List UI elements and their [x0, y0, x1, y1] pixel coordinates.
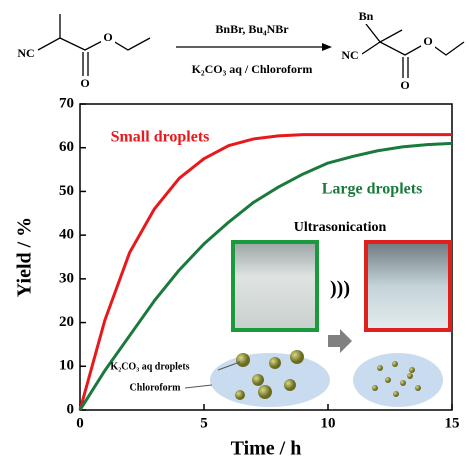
- y-tick-label: 10: [59, 358, 74, 374]
- series-label: Small droplets: [111, 129, 210, 146]
- process-arrow: [328, 329, 352, 353]
- y-tick-label: 50: [59, 183, 74, 199]
- bond: [380, 30, 402, 42]
- photo-after: [366, 242, 450, 330]
- photo-before: [233, 242, 317, 330]
- y-axis-title: Yield / %: [14, 217, 36, 297]
- y-tick-label: 70: [59, 95, 74, 111]
- x-axis-title: Time / h: [231, 438, 302, 460]
- leader-line: [185, 385, 212, 388]
- x-tick-label: 15: [445, 415, 460, 431]
- y-tick-label: 0: [67, 401, 75, 417]
- atom-label: Bn: [359, 9, 374, 23]
- bond: [38, 14, 60, 50]
- atom-label: O: [103, 30, 112, 44]
- x-tick-label: 10: [321, 415, 336, 431]
- atom-label: NC: [17, 46, 34, 60]
- figure: NC O O BnBr, Bu₄NBr K₂CO₃ aq / Chlorofor…: [0, 0, 469, 466]
- droplet-label: K₂CO₃ aq droplets: [110, 361, 189, 372]
- solvent-label: Chloroform: [130, 382, 182, 393]
- atom-label: O: [423, 34, 432, 48]
- inset: Ultrasonication ))) K₂CO₃ aq droplets Ch…: [110, 220, 450, 407]
- process-label: Ultrasonication: [294, 220, 387, 235]
- y-tick-label: 40: [59, 227, 74, 243]
- conditions: K₂CO₃ aq / Chloroform: [192, 62, 313, 76]
- y-tick-label: 30: [59, 270, 74, 286]
- x-tick-label: 0: [76, 415, 84, 431]
- bond: [362, 24, 380, 54]
- x-tick-label: 5: [200, 415, 208, 431]
- series-label: Large droplets: [322, 181, 423, 198]
- arrowhead: [322, 43, 332, 51]
- y-tick-label: 20: [59, 314, 74, 330]
- solvent-after: [353, 353, 443, 407]
- sound-waves: ))): [330, 278, 350, 300]
- reaction-scheme: NC O O BnBr, Bu₄NBr K₂CO₃ aq / Chlorofor…: [17, 9, 464, 92]
- y-tick-label: 60: [59, 139, 74, 155]
- atom-label: O: [400, 78, 409, 92]
- reagents: BnBr, Bu₄NBr: [215, 22, 289, 36]
- atom-label: NC: [341, 48, 358, 62]
- atom-label: O: [80, 76, 89, 90]
